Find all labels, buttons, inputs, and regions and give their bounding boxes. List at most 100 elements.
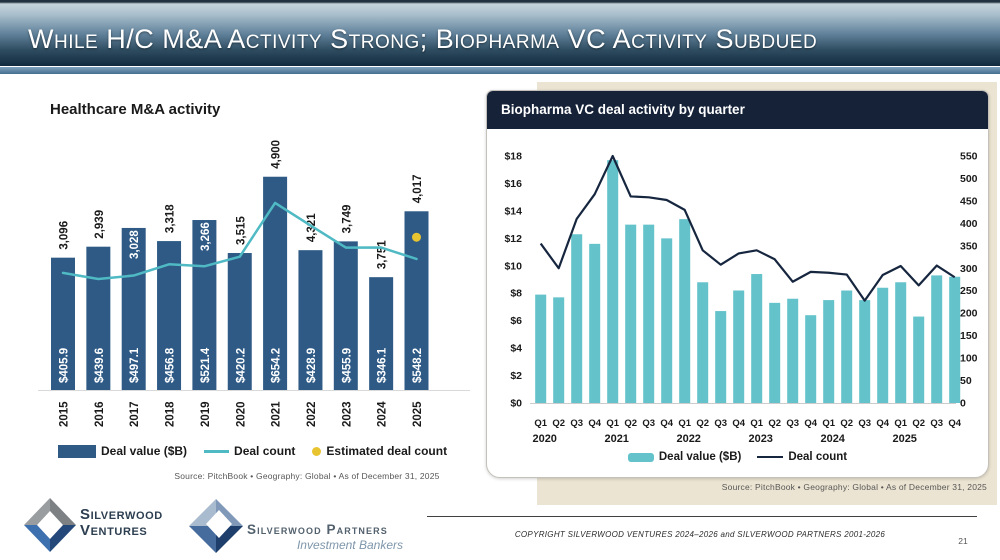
deal-value-label: $346.1 — [377, 347, 389, 383]
deal-count-label: 2,939 — [94, 210, 106, 239]
estimated-deal-count-dot — [412, 232, 421, 242]
deal-value-bar — [823, 300, 835, 403]
right-axis-tick: 400 — [960, 218, 978, 230]
quarter-tick-label: Q2 — [768, 418, 781, 429]
partners-line1: Silverwood Partners — [247, 522, 388, 537]
estimated-dot-icon — [312, 446, 322, 456]
deal-value-swatch-icon — [58, 444, 96, 458]
deal-count-label: 3,749 — [341, 205, 353, 234]
legend-deal-count: Deal count — [757, 451, 847, 463]
year-tick-label: 2024 — [377, 401, 389, 427]
deal-value-swatch-icon — [627, 452, 654, 462]
deal-count-label: 4,900 — [271, 140, 283, 169]
silverwood-partners-wordmark: Silverwood Partners Investment Bankers — [247, 522, 403, 552]
deal-value-bar — [589, 243, 601, 403]
left-axis-tick: $6 — [510, 315, 522, 327]
year-tick-label: 2019 — [200, 401, 212, 427]
quarter-tick-label: Q1 — [822, 418, 835, 429]
deal-value-bar — [715, 311, 727, 403]
year-tick-label: 2015 — [59, 401, 71, 427]
deal-value-bar — [333, 241, 358, 390]
deal-count-line — [61, 201, 418, 281]
quarter-tick-label: Q4 — [876, 418, 889, 429]
quarter-tick-label: Q2 — [624, 418, 637, 429]
quarter-tick-label: Q4 — [948, 418, 961, 429]
legend-label: Estimated deal count — [326, 444, 448, 458]
left-axis-tick: $2 — [510, 370, 522, 382]
quarter-tick-label: Q1 — [678, 418, 691, 429]
year-tick-label: 2020 — [235, 401, 247, 427]
left-axis-tick: $4 — [510, 343, 522, 355]
year-tick-label: 2022 — [676, 433, 700, 445]
right-axis-tick: 50 — [960, 375, 972, 387]
biopharma-vc-chart: $0 $2 $4 $6 $8 $10 $12 $14 $16 $18 0 50 100 150 200 250… — [504, 150, 978, 445]
right-axis-tick: 0 — [960, 398, 966, 410]
title-bar: While H/C M&A Activity Strong; Biopharma… — [0, 0, 1000, 66]
title-bar-accent — [0, 67, 1000, 74]
right-chart-title: Biopharma VC deal activity by quarter — [487, 91, 988, 129]
right-axis-tick: 500 — [960, 173, 978, 185]
year-tick-label: 2021 — [604, 433, 628, 445]
deal-value-bar — [51, 257, 75, 390]
deal-value-bar — [607, 160, 619, 403]
quarter-tick-label: Q4 — [804, 418, 817, 429]
deal-value-bar — [227, 253, 252, 390]
left-axis-tick: $18 — [504, 151, 522, 163]
deal-value-label: $420.2 — [235, 348, 247, 383]
quarter-tick-label: Q2 — [696, 418, 709, 429]
deal-value-bar — [369, 277, 394, 390]
left-chart-source: Source: PitchBook • Geography: Global • … — [174, 471, 440, 481]
right-axis-tick: 550 — [960, 150, 978, 162]
deal-value-bar — [263, 176, 288, 390]
deal-value-bar — [571, 234, 583, 403]
ventures-line2: Ventures — [80, 522, 148, 539]
left-axis-tick: $10 — [504, 260, 522, 272]
deal-value-bar — [913, 316, 925, 403]
deal-count-label: 4,017 — [412, 175, 424, 204]
healthcare-ma-chart: $405.9 3,096 2015 $439.6 2,939 2016 $497.1 3,02… — [38, 140, 470, 427]
year-tick-label: 2024 — [820, 433, 845, 445]
deal-value-bar — [679, 219, 691, 403]
deal-value-label: $497.1 — [129, 347, 141, 383]
deal-value-bar — [733, 290, 745, 403]
right-axis-tick: 250 — [960, 285, 978, 297]
deal-value-bar — [625, 224, 637, 403]
legend-deal-value: Deal value ($B) — [58, 444, 187, 458]
deal-value-bar — [841, 290, 853, 403]
deal-value-bar — [877, 287, 889, 403]
legend-label: Deal count — [788, 451, 848, 463]
deal-value-bar — [931, 275, 943, 403]
deal-value-bar — [895, 282, 907, 403]
quarter-tick-label: Q3 — [930, 418, 943, 429]
year-tick-label: 2016 — [94, 401, 106, 427]
left-chart-legend: Deal value ($B) Deal count Estimated dea… — [58, 444, 478, 458]
deal-value-label: $521.4 — [200, 347, 212, 383]
right-chart-source: Source: PitchBook • Geography: Global • … — [721, 482, 987, 492]
deal-value-bar — [298, 250, 323, 390]
year-tick-label: 2018 — [165, 401, 177, 427]
quarter-tick-label: Q3 — [858, 418, 871, 429]
quarter-tick-label: Q1 — [750, 418, 763, 429]
quarter-tick-label: Q1 — [894, 418, 907, 429]
deal-value-bar — [751, 274, 763, 403]
page-number: 21 — [958, 536, 968, 546]
legend-deal-value: Deal value ($B) — [627, 451, 741, 463]
deal-value-bar — [86, 246, 111, 390]
legend-label: Deal value ($B) — [101, 444, 188, 458]
deal-count-line — [539, 154, 956, 302]
quarter-tick-label: Q4 — [732, 418, 745, 429]
silverwood-partners-logo-icon — [189, 499, 243, 553]
quarter-tick-label: Q3 — [642, 418, 655, 429]
ventures-line1: Silverwood — [80, 506, 163, 523]
deal-count-line-icon — [204, 449, 230, 453]
deal-value-label: $405.9 — [59, 348, 71, 383]
quarter-tick-label: Q3 — [714, 418, 727, 429]
left-axis-tick: $16 — [504, 178, 522, 190]
deal-value-bar — [553, 297, 565, 403]
slide-title: While H/C M&A Activity Strong; Biopharma… — [28, 24, 818, 54]
year-tick-label: 2021 — [271, 401, 283, 427]
year-tick-label: 2025 — [892, 433, 916, 445]
left-axis-tick: $0 — [510, 398, 522, 410]
deal-value-bar — [661, 238, 673, 403]
right-axis-tick: 350 — [960, 240, 978, 252]
